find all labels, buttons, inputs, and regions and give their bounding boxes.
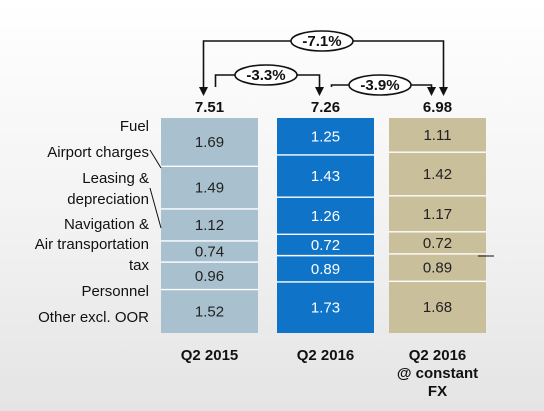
legend-label-airport-charges: Airport charges (47, 144, 149, 161)
change-q2-2015-to-fx-arrowhead-left (199, 87, 208, 96)
value-label-airport-charges-3: 1.42 (423, 166, 452, 183)
value-label-leasing-depreciation-2: 1.26 (311, 208, 340, 225)
value-label-personnel-1: 0.96 (195, 268, 224, 285)
value-label-other-excl-oor-2: 1.73 (311, 299, 340, 316)
bar-segment-personnel-2 (277, 255, 374, 282)
bar-segment-airport-charges-2 (277, 154, 374, 198)
bar-segment-personnel-3 (389, 253, 486, 282)
bar-segment-navigation-air-transportation-tax-2 (277, 234, 374, 256)
bar-segment-leasing-depreciation-2 (277, 197, 374, 235)
total-label-2: 7.26 (311, 99, 340, 116)
value-label-airport-charges-1: 1.49 (195, 180, 224, 197)
change-q2-2016-to-fx-arrowhead (427, 87, 436, 96)
bar-segment-fuel-1 (161, 118, 258, 167)
bar-segment-fuel-2 (277, 118, 374, 155)
total-label-3: 6.98 (423, 99, 452, 116)
value-label-personnel-2: 0.89 (311, 261, 340, 278)
leader-line-leasing-depreciation (149, 187, 162, 229)
x-tick-label-3: Q2 2016 @ constant FX (397, 347, 478, 400)
bar-segment-leasing-depreciation-1 (161, 208, 258, 241)
value-label-other-excl-oor-3: 1.68 (423, 299, 452, 316)
bar-segment-navigation-air-transportation-tax-3 (389, 231, 486, 254)
legend-label-navigation-air-transportation-tax: Navigation & Air transportation tax (35, 216, 150, 274)
change-q2-2015-to-q2-2016-label: -3.3% (246, 67, 285, 84)
value-label-navigation-air-transportation-tax-2: 0.72 (311, 237, 340, 254)
value-label-airport-charges-2: 1.43 (311, 168, 340, 185)
value-label-fuel-2: 1.25 (311, 128, 340, 145)
legend-label-leasing-depreciation: Leasing & depreciation (67, 170, 149, 208)
change-q2-2015-to-fx-bubble (290, 30, 354, 52)
legend-label-fuel: Fuel (120, 118, 149, 135)
value-label-leasing-depreciation-3: 1.17 (423, 206, 452, 223)
value-label-navigation-air-transportation-tax-1: 0.74 (195, 244, 224, 261)
leader-line-airport-charges (149, 149, 162, 169)
change-q2-2015-to-fx-arrowhead-right (439, 87, 448, 96)
legend-label-personnel: Personnel (81, 283, 149, 300)
bar-segment-navigation-air-transportation-tax-1 (161, 240, 258, 263)
bar-segment-other-excl-oor-2 (277, 281, 374, 333)
value-label-personnel-3: 0.89 (423, 260, 452, 277)
bar-segment-fuel-3 (389, 118, 486, 153)
bar-segment-other-excl-oor-1 (161, 289, 258, 333)
value-label-navigation-air-transportation-tax-3: 0.72 (423, 235, 452, 252)
bar-segment-personnel-1 (161, 262, 258, 290)
change-q2-2016-to-fx-label: -3.9% (360, 77, 399, 94)
x-tick-label-1: Q2 2015 (181, 347, 239, 364)
change-q2-2015-to-fx-label: -7.1% (302, 33, 341, 50)
value-label-other-excl-oor-1: 1.52 (195, 303, 224, 320)
total-label-1: 7.51 (195, 99, 224, 116)
change-q2-2015-to-q2-2016-bubble (234, 64, 298, 86)
value-label-leasing-depreciation-1: 1.12 (195, 217, 224, 234)
change-q2-2015-to-q2-2016-arrowhead (315, 87, 324, 96)
bar-segment-leasing-depreciation-3 (389, 195, 486, 232)
bar-segment-airport-charges-3 (389, 152, 486, 196)
value-label-fuel-3: 1.11 (423, 127, 451, 144)
legend-label-other-excl-oor: Other excl. OOR (38, 309, 149, 326)
change-q2-2016-to-fx-bubble (348, 74, 412, 96)
value-label-fuel-1: 1.69 (195, 134, 224, 151)
x-tick-label-2: Q2 2016 (297, 347, 355, 364)
bar-segment-airport-charges-1 (161, 166, 258, 209)
bar-segment-other-excl-oor-3 (389, 281, 486, 333)
